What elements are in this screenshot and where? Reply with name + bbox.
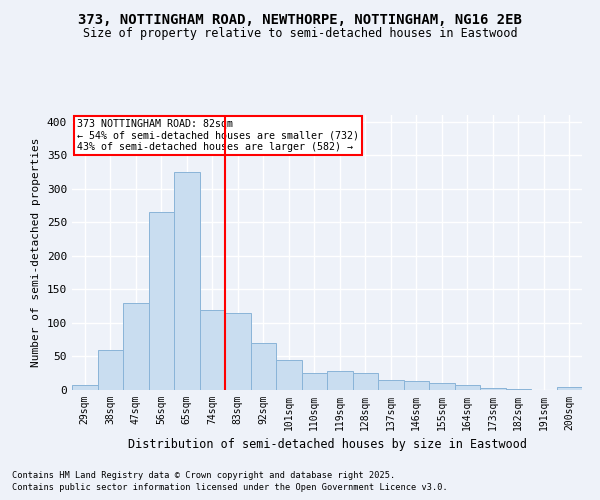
Bar xyxy=(72,384,97,390)
Bar xyxy=(225,313,251,390)
X-axis label: Distribution of semi-detached houses by size in Eastwood: Distribution of semi-detached houses by … xyxy=(128,438,527,452)
Bar xyxy=(174,172,199,390)
Bar xyxy=(505,388,531,390)
Bar xyxy=(97,350,123,390)
Bar xyxy=(429,384,455,390)
Bar xyxy=(455,384,480,390)
Bar xyxy=(378,380,404,390)
Text: Contains HM Land Registry data © Crown copyright and database right 2025.: Contains HM Land Registry data © Crown c… xyxy=(12,470,395,480)
Bar xyxy=(480,388,505,390)
Bar xyxy=(149,212,174,390)
Bar xyxy=(327,371,353,390)
Bar xyxy=(302,373,327,390)
Bar xyxy=(251,343,276,390)
Text: 373, NOTTINGHAM ROAD, NEWTHORPE, NOTTINGHAM, NG16 2EB: 373, NOTTINGHAM ROAD, NEWTHORPE, NOTTING… xyxy=(78,12,522,26)
Y-axis label: Number of semi-detached properties: Number of semi-detached properties xyxy=(31,138,41,367)
Bar xyxy=(276,360,302,390)
Bar xyxy=(557,386,582,390)
Text: 373 NOTTINGHAM ROAD: 82sqm
← 54% of semi-detached houses are smaller (732)
43% o: 373 NOTTINGHAM ROAD: 82sqm ← 54% of semi… xyxy=(77,119,359,152)
Bar xyxy=(353,373,378,390)
Bar xyxy=(123,303,149,390)
Bar xyxy=(404,380,429,390)
Text: Contains public sector information licensed under the Open Government Licence v3: Contains public sector information licen… xyxy=(12,483,448,492)
Text: Size of property relative to semi-detached houses in Eastwood: Size of property relative to semi-detach… xyxy=(83,28,517,40)
Bar xyxy=(199,310,225,390)
